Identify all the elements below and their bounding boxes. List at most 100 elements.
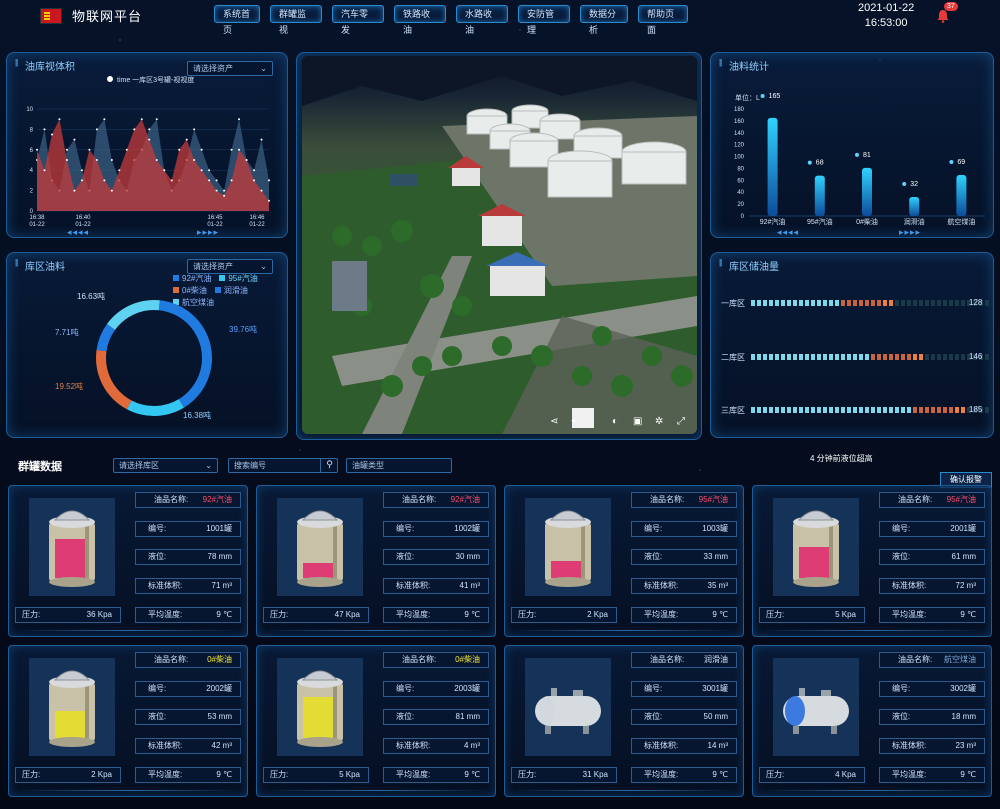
level-segment bbox=[955, 407, 959, 413]
level-segment bbox=[973, 407, 977, 413]
level-segment bbox=[907, 354, 911, 360]
level-field: 液位: 78 mm bbox=[135, 549, 241, 565]
bar-marker-dot bbox=[949, 159, 954, 164]
nav-tank-monitor[interactable]: 群罐监视 bbox=[270, 5, 322, 35]
bar bbox=[767, 117, 778, 216]
level-segment bbox=[937, 354, 941, 360]
x-tick-label: 01-22 bbox=[29, 222, 45, 228]
fullscreen-icon[interactable]: ⤢ bbox=[677, 416, 685, 427]
oil-type-field: 油品名称: 92#汽油 bbox=[383, 492, 489, 508]
slice-label: 39.76吨 bbox=[229, 324, 257, 334]
data-point bbox=[223, 194, 226, 197]
pager-right[interactable]: ▸▸▸▸ bbox=[197, 227, 220, 237]
nav-rail[interactable]: 铁路收油 bbox=[394, 5, 446, 35]
nav-help[interactable]: 帮助页面 bbox=[638, 5, 688, 35]
temp-field: 平均温度: 9 ℃ bbox=[879, 767, 985, 783]
level-segment bbox=[799, 407, 803, 413]
temp-field: 平均温度: 9 ℃ bbox=[631, 767, 737, 783]
tank-card[interactable]: 油品名称: 润滑油 编号: 3001罐 液位: 50 mm 标准体积: 14 m³ 压力… bbox=[504, 645, 744, 797]
data-point bbox=[163, 169, 166, 172]
level-segment bbox=[775, 407, 779, 413]
tank-type-input[interactable]: 油罐类型 bbox=[346, 458, 452, 473]
donut-slice bbox=[126, 399, 184, 416]
donut-slice bbox=[96, 324, 116, 352]
asset-select[interactable]: 请选择资产 ⌄ bbox=[187, 61, 273, 76]
pager-right[interactable]: ▸▸▸▸ bbox=[899, 227, 922, 237]
level-segment bbox=[961, 407, 965, 413]
level-segment bbox=[901, 354, 905, 360]
x-tick-label: 航空煤油 bbox=[947, 217, 975, 226]
storage-row: 二库区 146 bbox=[711, 352, 995, 362]
nav-analysis[interactable]: 数据分析 bbox=[580, 5, 628, 35]
asset-select[interactable]: 请选择资产 ⌄ bbox=[187, 259, 273, 274]
level-segment bbox=[919, 354, 923, 360]
level-segment bbox=[751, 407, 755, 413]
search-input[interactable]: 搜索编号 bbox=[228, 458, 338, 473]
level-segment bbox=[835, 407, 839, 413]
tank-card[interactable]: 油品名称: 95#汽油 编号: 2001罐 液位: 61 mm 标准体积: 72 m³ … bbox=[752, 485, 992, 637]
unit-label: 单位：L bbox=[735, 95, 760, 102]
tank-card[interactable]: 油品名称: 92#汽油 编号: 1002罐 液位: 30 mm 标准体积: 41 m³ … bbox=[256, 485, 496, 637]
level-segment bbox=[913, 300, 917, 306]
tank-image bbox=[545, 510, 591, 587]
card-divider bbox=[763, 790, 983, 791]
level-segment bbox=[949, 300, 953, 306]
cursor-icon[interactable]: ⌖ bbox=[571, 416, 577, 427]
level-field: 液位: 18 mm bbox=[879, 709, 985, 725]
storage-panel: 库区储油量 一库区 128 二库区 146 三库区 185 bbox=[710, 252, 994, 438]
data-point bbox=[65, 148, 68, 151]
pager-left[interactable]: ◂◂◂◂ bbox=[67, 227, 90, 237]
depot-select[interactable]: 请选择库区 ⌄ bbox=[113, 458, 218, 473]
level-segment bbox=[847, 300, 851, 306]
y-tick-label: 160 bbox=[734, 119, 745, 125]
oil-type-field: 油品名称: 92#汽油 bbox=[135, 492, 241, 508]
data-point bbox=[230, 179, 233, 182]
data-point bbox=[155, 159, 158, 161]
tank-card[interactable]: 油品名称: 航空煤油 编号: 3002罐 液位: 18 mm 标准体积: 23 m³ 压… bbox=[752, 645, 992, 797]
volume-panel: 油库视体积 请选择资产 ⌄ time 一库区3号罐-视视度 10 8 6 4 2 016:3… bbox=[6, 52, 288, 238]
y-tick-label: 4 bbox=[30, 168, 34, 174]
volume-field: 标准体积: 35 m³ bbox=[631, 578, 737, 594]
level-segment bbox=[949, 407, 953, 413]
tank-card[interactable]: 油品名称: 0#柴油 编号: 2002罐 液位: 53 mm 标准体积: 42 m³ 压… bbox=[8, 645, 248, 797]
data-point bbox=[95, 159, 98, 161]
data-point bbox=[170, 179, 173, 182]
level-segment bbox=[931, 354, 935, 360]
tank-id-field: 编号: 3001罐 bbox=[631, 681, 737, 697]
bell-icon[interactable] bbox=[936, 9, 950, 23]
pressure-field: 压力: 36 Kpa bbox=[15, 607, 121, 623]
level-segment bbox=[877, 407, 881, 413]
camera-icon[interactable]: ▣ bbox=[633, 416, 643, 427]
level-segment bbox=[943, 354, 947, 360]
nav-truck[interactable]: 汽车零发 bbox=[332, 5, 384, 35]
data-point bbox=[223, 189, 226, 192]
pager-left[interactable]: ◂◂◂◂ bbox=[777, 227, 800, 237]
nav-water[interactable]: 水路收油 bbox=[456, 5, 508, 35]
data-point bbox=[260, 189, 263, 192]
level-field: 液位: 53 mm bbox=[135, 709, 241, 725]
nav-security[interactable]: 安防管理 bbox=[518, 5, 570, 35]
level-segment bbox=[979, 300, 983, 306]
level-segment bbox=[937, 407, 941, 413]
data-point bbox=[208, 179, 211, 182]
depot-3d-view[interactable] bbox=[302, 56, 697, 434]
volume-field: 标准体积: 14 m³ bbox=[631, 738, 737, 754]
tank-card[interactable]: 油品名称: 95#汽油 编号: 1003罐 液位: 33 mm 标准体积: 35 m³ … bbox=[504, 485, 744, 637]
x-tick-label: 95#汽油 bbox=[807, 217, 833, 226]
settings-icon[interactable]: ✲ bbox=[655, 416, 664, 427]
bar-marker-dot bbox=[855, 152, 859, 157]
alert-count-badge: 37 bbox=[944, 2, 958, 11]
level-segment bbox=[763, 354, 767, 360]
share-icon[interactable]: ⋖ bbox=[550, 416, 559, 427]
data-point bbox=[50, 133, 53, 136]
x-tick-label: 92#汽油 bbox=[760, 217, 786, 226]
data-point bbox=[253, 179, 256, 182]
palette-icon[interactable]: ◐ bbox=[612, 416, 619, 427]
tank-card[interactable]: 油品名称: 0#柴油 编号: 2003罐 液位: 81 mm 标准体积: 4 m³ 压力… bbox=[256, 645, 496, 797]
nav-home[interactable]: 系统首页 bbox=[214, 5, 260, 35]
search-icon[interactable]: ⚲ bbox=[320, 459, 338, 473]
level-segment bbox=[793, 300, 797, 306]
tank-card[interactable]: 油品名称: 92#汽油 编号: 1001罐 液位: 78 mm 标准体积: 71 m³ … bbox=[8, 485, 248, 637]
level-segment bbox=[829, 407, 833, 413]
